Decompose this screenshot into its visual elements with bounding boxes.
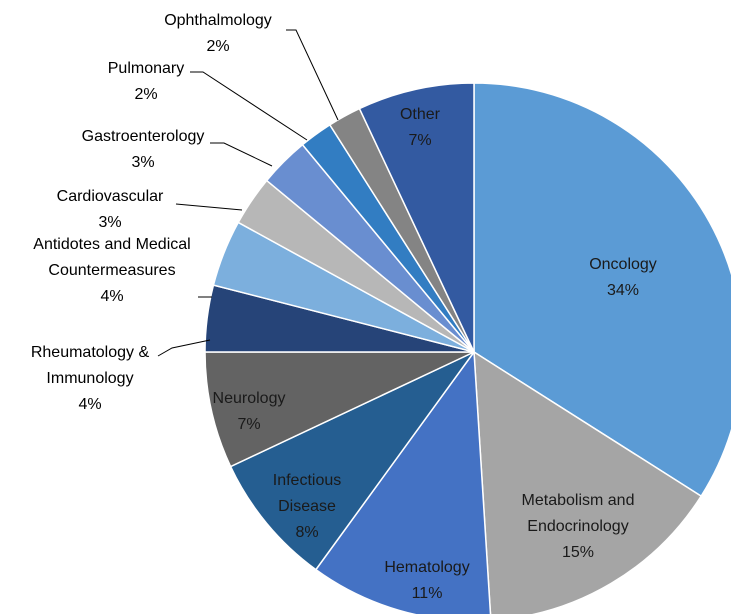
slice-label: Antidotes and Medical Countermeasures 4% <box>22 232 202 310</box>
category-name: Pulmonary <box>107 60 185 77</box>
category-name: Infectious Disease <box>272 472 342 515</box>
category-name: Rheumatology & Immunology <box>30 344 150 387</box>
slice-label: Cardiovascular 3% <box>25 184 195 236</box>
value-label: 3% <box>131 154 155 171</box>
category-name: Other <box>399 106 440 123</box>
pie-slice <box>473 350 703 614</box>
value-label: 3% <box>98 214 122 231</box>
pie-slice <box>473 82 731 498</box>
pie-slice <box>229 351 475 571</box>
leader-line <box>157 339 211 357</box>
category-name: Neurology <box>212 390 286 407</box>
value-label: 7% <box>408 132 432 149</box>
slice-label: Hematology 11% <box>357 555 497 607</box>
category-name: Cardiovascular <box>56 188 164 205</box>
leader-line <box>286 29 339 121</box>
slice-label: Other 7% <box>370 102 470 154</box>
category-name: Antidotes and Medical Countermeasures <box>33 236 191 279</box>
category-name: Oncology <box>589 256 657 273</box>
category-name: Hematology <box>384 559 470 576</box>
slice-label: Pulmonary 2% <box>76 56 216 108</box>
value-label: 4% <box>78 396 102 413</box>
leader-line <box>175 203 243 211</box>
value-label: 11% <box>411 585 443 602</box>
pie-slice <box>314 349 492 614</box>
leader-line <box>210 142 273 167</box>
value-label: 7% <box>237 416 261 433</box>
slice-label: Rheumatology & Immunology 4% <box>5 340 175 418</box>
category-name: Gastroenterology <box>81 128 205 145</box>
slice-label: Oncology 34% <box>543 252 703 304</box>
category-name: Metabolism and Endocrinology <box>521 492 635 535</box>
value-label: 15% <box>561 544 595 561</box>
leader-line <box>190 71 308 141</box>
pie-slice <box>204 351 475 468</box>
slice-label: Ophthalmology 2% <box>138 8 298 60</box>
slice-label: Metabolism and Endocrinology 15% <box>483 488 673 566</box>
slice-label: Neurology 7% <box>194 386 304 438</box>
pie-slice <box>358 82 475 353</box>
category-name: Ophthalmology <box>164 12 272 29</box>
value-label: 2% <box>206 38 230 55</box>
value-label: 34% <box>606 282 640 299</box>
slice-label: Infectious Disease 8% <box>257 468 357 546</box>
slice-label: Gastroenterology 3% <box>58 124 228 176</box>
value-label: 8% <box>295 524 319 541</box>
value-label: 2% <box>134 86 158 103</box>
value-label: 4% <box>100 288 124 305</box>
